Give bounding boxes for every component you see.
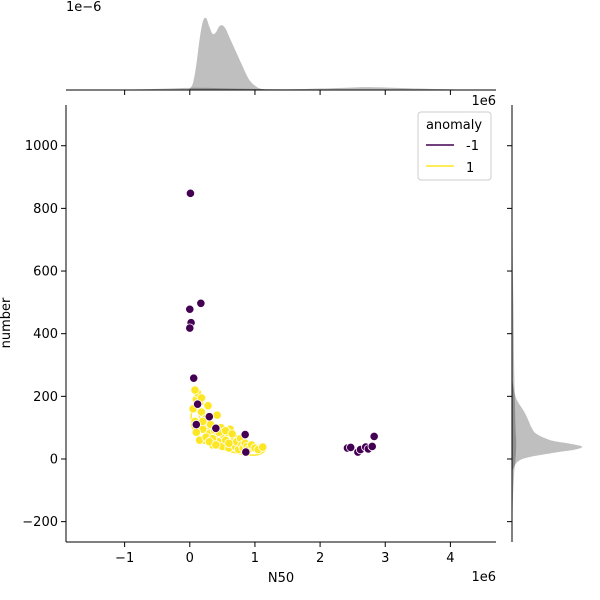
scatter-point — [196, 298, 206, 308]
top-marginal-area-anomaly-neg1 — [66, 87, 496, 90]
top-marginal-kde — [66, 17, 496, 90]
legend: anomaly -1 1 — [417, 111, 492, 181]
y-tick-label: 800 — [33, 202, 58, 217]
x-axis-ticks: −1 0 1 2 3 4 — [115, 90, 455, 566]
scatter-point — [241, 447, 251, 457]
scatter-point — [212, 410, 222, 420]
legend-label-anomaly-neg1: -1 — [466, 139, 479, 154]
scatter-point — [190, 385, 200, 395]
right-marginal-kde — [512, 105, 583, 542]
top-marginal-offset-label: 1e−6 — [66, 0, 101, 15]
x-tick-label: 0 — [186, 551, 194, 566]
scatter-point — [193, 399, 203, 409]
scatter-point — [367, 441, 377, 452]
scatter-point — [203, 401, 213, 411]
scatter-point — [211, 423, 221, 433]
scatter-point — [196, 407, 207, 417]
legend-title: anomaly — [426, 118, 482, 133]
y-tick-label: 0 — [50, 452, 58, 467]
y-axis-label: number — [0, 297, 14, 348]
x-tick-label: −1 — [115, 551, 134, 566]
scatter-point — [204, 412, 214, 422]
scatter-point — [224, 438, 234, 448]
scatter-point — [211, 440, 221, 450]
scatter-point — [240, 429, 250, 440]
x-tick-label: 4 — [446, 551, 454, 566]
y-tick-label: 200 — [33, 390, 58, 405]
scatter-point — [185, 188, 196, 198]
scatter-point — [227, 429, 237, 439]
scatter-point — [185, 304, 195, 314]
scatter-point — [346, 442, 356, 452]
x-tick-label: 2 — [316, 551, 324, 566]
x-tick-label: 1 — [251, 551, 259, 566]
right-marginal-area-anomaly-1 — [512, 377, 583, 478]
scatter-point — [369, 431, 379, 442]
x-axis-offset-label: 1e6 — [471, 570, 496, 585]
top-marginal-area-anomaly-1 — [186, 17, 275, 90]
scatter-points-layer — [185, 188, 379, 457]
scatter-point — [189, 373, 199, 383]
y-axis-ticks: −200 0 200 400 600 800 1000 — [22, 139, 512, 530]
right-marginal-area-anomaly-neg1 — [512, 105, 517, 542]
scatter-point — [258, 442, 268, 452]
y-tick-label: −200 — [22, 515, 58, 530]
y-tick-label: 600 — [33, 265, 58, 280]
x-axis-label: N50 — [268, 571, 294, 586]
x-tick-label: 3 — [381, 551, 389, 566]
y-tick-label: 400 — [33, 327, 58, 342]
legend-frame — [417, 111, 492, 181]
scatter-point — [185, 323, 195, 333]
y-axis-offset-label: 1e6 — [471, 94, 496, 109]
scatter-point — [191, 419, 201, 430]
main-scatter-panel — [185, 188, 379, 457]
scatter-point — [191, 427, 201, 437]
legend-label-anomaly-1: 1 — [466, 161, 474, 176]
y-tick-label: 1000 — [25, 139, 58, 154]
